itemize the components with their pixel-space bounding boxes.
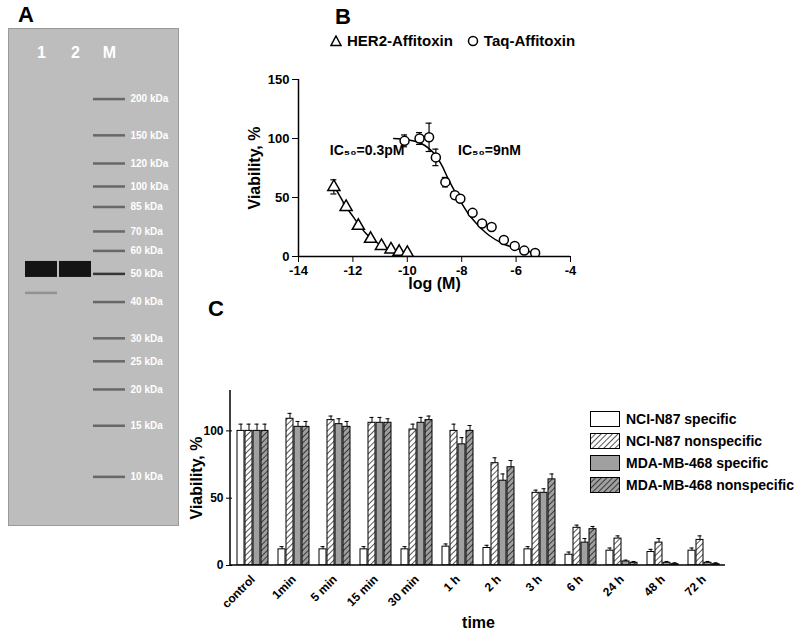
svg-text:-14: -14 <box>289 263 309 278</box>
html-text:A: A <box>18 2 34 27</box>
svg-text:6 h: 6 h <box>564 572 586 594</box>
svg-text:2: 2 <box>71 44 80 61</box>
svg-text:20 kDa: 20 kDa <box>131 384 164 395</box>
svg-text:50: 50 <box>275 190 289 205</box>
svg-text:log (M): log (M) <box>408 275 460 292</box>
svg-text:150 kDa: 150 kDa <box>131 130 169 141</box>
svg-text:-6: -6 <box>510 263 522 278</box>
svg-text:60 kDa: 60 kDa <box>131 245 164 256</box>
svg-text:Viability, %: Viability, % <box>246 127 263 210</box>
svg-text:85 kDa: 85 kDa <box>131 201 164 212</box>
svg-text:72 h: 72 h <box>682 572 709 599</box>
svg-text:5 min: 5 min <box>308 572 340 604</box>
html-text:NCI-N87 nonspecific: NCI-N87 nonspecific <box>626 433 763 449</box>
svg-text:30 kDa: 30 kDa <box>131 333 164 344</box>
svg-text:-10: -10 <box>397 262 417 278</box>
svg-text:IC₅₀=0.3pM: IC₅₀=0.3pM <box>330 142 405 158</box>
svg-text:0: 0 <box>217 558 224 572</box>
html-text:HER2-Affitoxin: HER2-Affitoxin <box>347 32 453 49</box>
svg-text:24 h: 24 h <box>600 572 627 599</box>
svg-text:30 min: 30 min <box>385 572 422 609</box>
svg-text:-12: -12 <box>344 263 363 278</box>
svg-text:120 kDa: 120 kDa <box>131 158 169 169</box>
html-text:MDA-MB-468 nonspecific: MDA-MB-468 nonspecific <box>626 477 794 493</box>
svg-text:-4: -4 <box>565 263 577 278</box>
svg-text:100: 100 <box>203 424 223 438</box>
svg-text:25 kDa: 25 kDa <box>131 356 164 367</box>
svg-text:2 h: 2 h <box>482 572 504 594</box>
html-text:NCI-N87 specific: NCI-N87 specific <box>626 411 737 427</box>
svg-text:1 h: 1 h <box>441 572 463 594</box>
svg-text:100: 100 <box>268 131 290 146</box>
svg-text:10 kDa: 10 kDa <box>131 471 164 482</box>
html-text:C: C <box>208 296 224 321</box>
svg-text:150: 150 <box>268 72 290 87</box>
svg-text:3 h: 3 h <box>523 572 545 594</box>
svg-text:1: 1 <box>37 44 46 61</box>
svg-text:48 h: 48 h <box>641 572 668 599</box>
svg-text:15 min: 15 min <box>344 572 381 609</box>
svg-text:M: M <box>103 44 116 61</box>
svg-text:0: 0 <box>282 249 289 264</box>
svg-text:70 kDa: 70 kDa <box>131 226 164 237</box>
svg-text:100 kDa: 100 kDa <box>131 181 169 192</box>
svg-text:time: time <box>462 614 495 631</box>
html-text:MDA-MB-468 specific: MDA-MB-468 specific <box>626 455 769 471</box>
svg-text:40 kDa: 40 kDa <box>131 296 164 307</box>
svg-text:1min: 1min <box>269 572 299 602</box>
svg-text:50 kDa: 50 kDa <box>131 268 164 279</box>
html-text:B: B <box>335 4 351 29</box>
svg-text:IC₅₀=9nM: IC₅₀=9nM <box>458 142 521 158</box>
html-text:Taq-Affitoxin: Taq-Affitoxin <box>483 32 576 49</box>
svg-text:50: 50 <box>210 491 224 505</box>
svg-text:-8: -8 <box>455 262 468 278</box>
svg-text:control: control <box>219 572 258 611</box>
svg-text:200 kDa: 200 kDa <box>131 93 169 104</box>
svg-text:15 kDa: 15 kDa <box>131 420 164 431</box>
svg-text:Viability, %: Viability, % <box>188 437 205 520</box>
